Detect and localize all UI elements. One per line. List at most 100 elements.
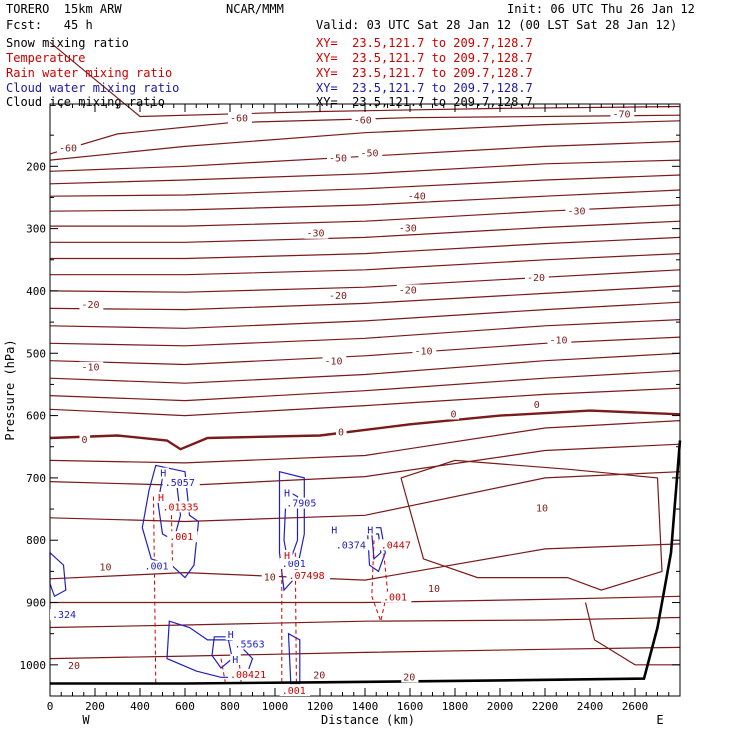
x-tick-label: 200	[85, 700, 105, 713]
temperature-contour	[49, 370, 681, 402]
field-name-rain: Rain water mixing ratio	[6, 66, 173, 80]
temperature-contour	[49, 616, 681, 629]
temperature-label-bg	[610, 108, 635, 120]
terrain-line	[50, 440, 682, 685]
rain-label-bg	[378, 539, 416, 551]
cloud-water-label-bg	[279, 558, 311, 570]
temperature-label-bg	[228, 112, 252, 124]
temperature-contour	[584, 602, 680, 666]
temperature-label-bg	[547, 334, 572, 346]
org-label: NCAR/MMM	[226, 2, 284, 16]
x-tick-label: 1400	[352, 700, 379, 713]
temperature-label: 10	[428, 584, 440, 595]
x-tick-label: 2600	[622, 700, 649, 713]
temperature-label: -20	[82, 300, 100, 311]
rain-label-bg	[286, 569, 331, 581]
cloud-water-label: H	[367, 525, 373, 536]
temperature-label-bg	[327, 290, 351, 302]
field-name-cloud-water: Cloud water mixing ratio	[6, 81, 180, 95]
field-name-cloud-ice: Cloud ice mixing ratio	[6, 95, 165, 109]
model-title: TORERO 15km ARW	[6, 2, 122, 16]
y-tick-label: 700	[26, 472, 46, 485]
valid-time: Valid: 03 UTC Sat 28 Jan 12 (00 LST Sat …	[316, 18, 678, 32]
temperature-contour	[49, 420, 681, 464]
temperature-label: 0	[451, 409, 457, 420]
temperature-label-bg	[405, 190, 430, 202]
temperature-label: -10	[82, 363, 100, 374]
temperature-label-bg	[565, 205, 590, 217]
cloud-water-label-bg	[225, 629, 237, 641]
temperature-label-bg	[531, 399, 543, 411]
temperature-contour	[49, 174, 681, 197]
temperature-contour	[49, 387, 681, 417]
field-xy-cloud-ice: XY= 23.5,121.7 to 209.7,128.7	[316, 81, 533, 95]
rain-label: .07498	[289, 571, 325, 582]
temperature-label-bg	[426, 582, 444, 594]
field-xy-cloud-ice-2: XY= 23.5,121.7 to 209.7,128.7	[316, 95, 533, 109]
cloud-water-label: H	[228, 630, 234, 641]
cloud-water-label-bg	[142, 560, 173, 572]
plot-border	[49, 103, 681, 697]
temperature-contour	[49, 189, 681, 212]
y-tick-label: 300	[26, 223, 46, 236]
cloud-water-label-bg	[158, 467, 169, 479]
temperature-contour	[50, 595, 681, 604]
cloud-water-label: H	[160, 469, 166, 480]
x-tick-label: 1600	[397, 700, 424, 713]
temperature-label-bg	[304, 227, 329, 239]
temperature-label: -10	[325, 356, 343, 367]
temperature-label-bg	[396, 284, 421, 296]
temperature-label-bg	[412, 345, 437, 357]
temperature-contour	[50, 253, 681, 276]
temperature-label: -30	[307, 229, 325, 240]
temperature-contour	[49, 336, 681, 366]
rain-label: .001	[383, 593, 407, 604]
temperature-contour	[49, 319, 681, 347]
temperature-label-bg	[311, 669, 329, 681]
cloud-water-contour	[49, 551, 67, 598]
terrain-boundary	[50, 440, 682, 685]
forecast-hour: Fcst: 45 h	[6, 18, 93, 32]
x-axis-label: Distance (km)	[321, 713, 415, 727]
y-axis-label: Pressure (hPa)	[3, 339, 17, 440]
temperature-contours	[49, 41, 681, 666]
temperature-label: 10	[264, 573, 276, 584]
y-tick-label: 600	[26, 410, 46, 423]
temperature-contour	[49, 120, 681, 161]
rain-label-bg	[279, 685, 311, 696]
cloud-water-label-bg	[230, 653, 241, 665]
cloud-water-label: H	[232, 655, 238, 666]
temperature-label-bg	[396, 222, 421, 234]
cloud-water-label-bg	[333, 539, 371, 551]
temperature-contour	[49, 352, 681, 384]
temperature-label: 10	[536, 504, 548, 515]
rain-label: .00421	[230, 670, 266, 681]
cloud-water-label-bg	[282, 487, 293, 499]
temperature-label: -50	[361, 148, 379, 159]
zero-isotherm-line	[49, 409, 681, 451]
cloud-water-label-bg	[329, 524, 340, 536]
field-name-snow: Snow mixing ratio	[6, 36, 129, 50]
temperature-label: -70	[613, 110, 631, 121]
temperature-label-bg	[97, 561, 115, 573]
temperature-label: -60	[59, 143, 77, 154]
temperature-contour	[400, 459, 663, 591]
temperature-label: -20	[399, 285, 417, 296]
field-xy-rain: XY= 23.5,121.7 to 209.7,128.7	[316, 51, 533, 65]
cloud-water-contour	[141, 464, 200, 579]
cloud-water-label-bg	[365, 524, 376, 536]
temperature-label: -30	[399, 224, 417, 235]
temperature-label: -60	[230, 113, 248, 124]
temperature-label-bg	[534, 502, 552, 514]
temperature-contour	[49, 269, 681, 293]
temperature-label-bg	[358, 147, 383, 159]
rain-label: .01335	[163, 502, 199, 513]
x-tick-label: 2400	[577, 700, 604, 713]
x-tick-label: 400	[130, 700, 150, 713]
x-tick-label: 1200	[307, 700, 334, 713]
temperature-label: 20	[313, 671, 325, 682]
cloud-water-label: .5057	[165, 478, 195, 489]
cloud-water-contour	[366, 527, 386, 573]
temperature-label: -10	[550, 335, 568, 346]
